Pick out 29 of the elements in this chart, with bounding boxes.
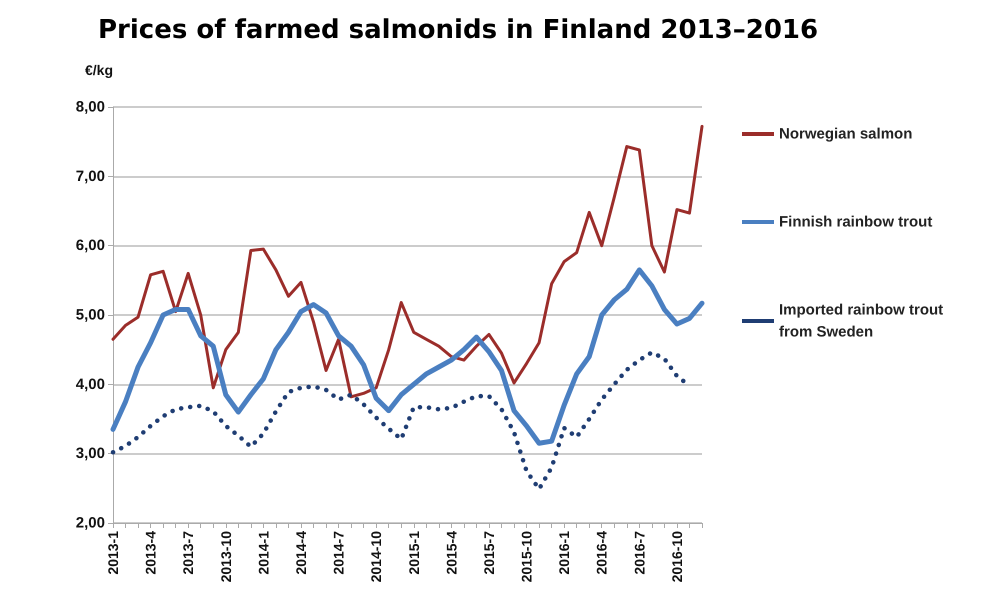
x-tick-label: 2015-10 <box>518 530 535 582</box>
x-tick-label: 2015-7 <box>480 530 497 575</box>
x-tick-label: 2014-4 <box>292 530 309 575</box>
line-series <box>112 124 704 398</box>
x-tick-label: 2016-1 <box>556 530 572 575</box>
x-tick-label: 2013-10 <box>218 530 234 582</box>
x-tick-label: 2016-4 <box>594 530 610 575</box>
y-tick-label: 5,00 <box>76 306 105 324</box>
x-tick-label: 2014-10 <box>368 530 384 582</box>
y-axis-title: €/kg <box>84 62 113 78</box>
legend-label: Norwegian salmon <box>779 126 912 142</box>
x-tick-label: 2014-7 <box>330 530 347 575</box>
chart-title: Prices of farmed salmonids in Finland 2013–2016 <box>98 15 818 45</box>
y-tick-label: 2,00 <box>76 514 105 532</box>
x-tick-label: 2015-1 <box>406 530 422 575</box>
y-tick-label: 3,00 <box>76 445 105 462</box>
x-tick-label: 2013-4 <box>142 530 159 575</box>
x-tick-label: 2013-7 <box>180 530 196 575</box>
y-tick-label: 7,00 <box>76 168 105 185</box>
legend-label: Finnish rainbow trout <box>779 214 932 230</box>
x-tick-label: 2016-10 <box>668 530 685 582</box>
y-tick-label: 6,00 <box>76 237 105 254</box>
x-tick-label: 2016-7 <box>631 530 648 575</box>
y-tick-label: 8,00 <box>76 98 105 116</box>
x-tick-label: 2014-1 <box>255 530 272 575</box>
y-tick-label: 4,00 <box>76 376 105 393</box>
x-tick-label: 2013-1 <box>105 530 121 575</box>
x-tick-label: 2015-4 <box>443 530 460 575</box>
legend-label: Imported rainbow trout from Sweden <box>779 302 948 340</box>
